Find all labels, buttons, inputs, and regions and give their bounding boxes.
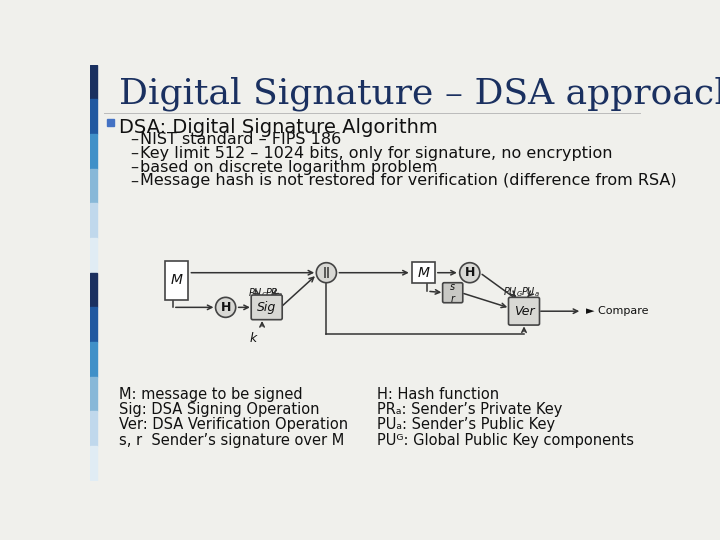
- Text: ► Compare: ► Compare: [586, 306, 649, 316]
- Bar: [90, 65, 97, 99]
- FancyBboxPatch shape: [443, 283, 463, 303]
- Bar: [90, 307, 97, 342]
- Text: Ver: DSA Verification Operation: Ver: DSA Verification Operation: [120, 417, 348, 433]
- Text: Sig: DSA Signing Operation: Sig: DSA Signing Operation: [120, 402, 320, 417]
- Text: Sig: Sig: [257, 301, 276, 314]
- Text: $PR_a$: $PR_a$: [265, 286, 284, 300]
- Text: –: –: [130, 146, 138, 161]
- Text: –: –: [130, 159, 138, 174]
- Text: PRₐ: Sender’s Private Key: PRₐ: Sender’s Private Key: [377, 402, 562, 417]
- Bar: [90, 99, 97, 134]
- Text: DSA: Digital Signature Algorithm: DSA: Digital Signature Algorithm: [120, 118, 438, 137]
- Bar: [90, 134, 97, 168]
- Circle shape: [316, 262, 336, 283]
- Text: ||: ||: [323, 267, 330, 278]
- Bar: [90, 204, 97, 238]
- Bar: [90, 446, 97, 481]
- Text: H: Hash function: H: Hash function: [377, 387, 499, 402]
- Bar: [90, 377, 97, 411]
- Text: PUₐ: Sender’s Public Key: PUₐ: Sender’s Public Key: [377, 417, 555, 433]
- Text: Ver: Ver: [513, 305, 534, 318]
- Text: M: message to be signed: M: message to be signed: [120, 387, 303, 402]
- Text: $PU_G$: $PU_G$: [503, 285, 523, 299]
- Text: Digital Signature – DSA approach: Digital Signature – DSA approach: [120, 76, 720, 111]
- Bar: [90, 342, 97, 377]
- Text: based on discrete logarithm problem: based on discrete logarithm problem: [140, 159, 437, 174]
- Circle shape: [215, 298, 235, 318]
- FancyBboxPatch shape: [251, 295, 282, 320]
- Text: NIST standard – FIPS 186: NIST standard – FIPS 186: [140, 132, 341, 147]
- Bar: [90, 273, 97, 307]
- Text: –: –: [130, 132, 138, 147]
- Text: $PU_a$: $PU_a$: [521, 285, 539, 299]
- Text: k: k: [249, 332, 256, 345]
- Text: $PU_C$: $PU_C$: [248, 286, 267, 300]
- Text: s, r  Sender’s signature over M: s, r Sender’s signature over M: [120, 433, 345, 448]
- Text: Key limit 512 – 1024 bits, only for signature, no encryption: Key limit 512 – 1024 bits, only for sign…: [140, 146, 612, 161]
- Bar: [90, 411, 97, 446]
- Text: H: H: [220, 301, 231, 314]
- Text: –: –: [130, 173, 138, 188]
- Text: Message hash is not restored for verification (difference from RSA): Message hash is not restored for verific…: [140, 173, 676, 188]
- Text: H: H: [464, 266, 475, 279]
- Text: M: M: [418, 266, 429, 280]
- Bar: [90, 238, 97, 273]
- Text: M: M: [171, 273, 183, 287]
- Text: PUᴳ: Global Public Key components: PUᴳ: Global Public Key components: [377, 433, 634, 448]
- FancyBboxPatch shape: [508, 298, 539, 325]
- Bar: [107, 119, 114, 126]
- Bar: [165, 261, 189, 300]
- Circle shape: [459, 262, 480, 283]
- Bar: [412, 262, 435, 284]
- Bar: [90, 168, 97, 204]
- Text: s
r: s r: [450, 282, 455, 303]
